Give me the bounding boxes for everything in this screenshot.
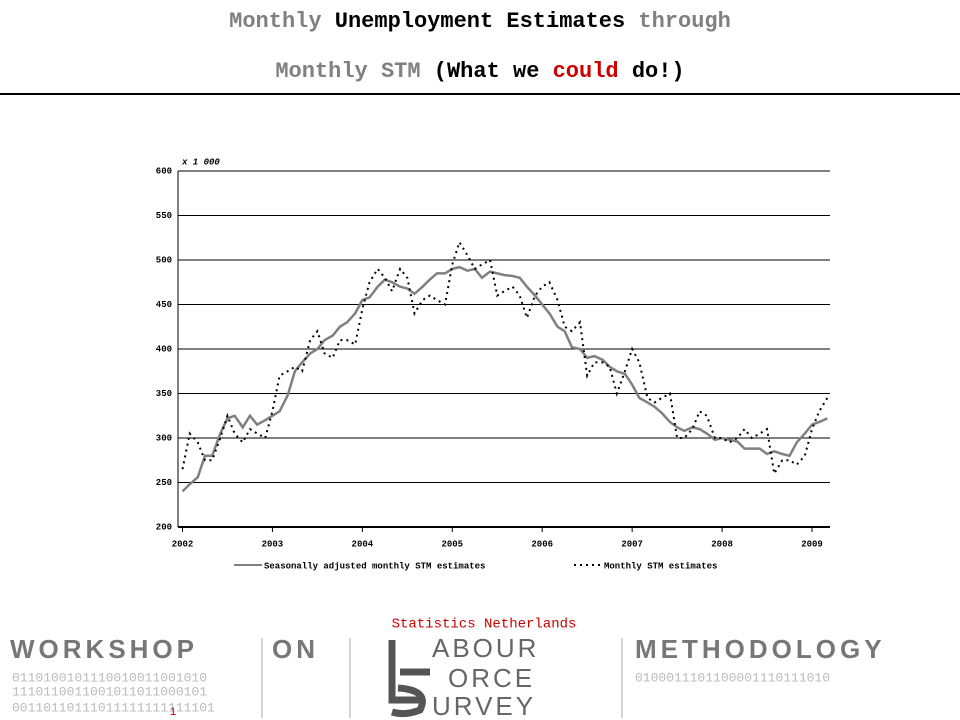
binary: 0110100101110010011001010 [12, 670, 207, 685]
y-tick-label: 400 [156, 344, 172, 354]
title-segment: Monthly STM [275, 59, 433, 84]
y-tick-label: 450 [156, 300, 172, 310]
title-segment: do!) [619, 59, 685, 84]
logo-text: URVEY [432, 691, 536, 720]
x-tick-label: 2005 [441, 539, 463, 549]
title-segment: could [553, 59, 619, 84]
x-tick-label: 2009 [801, 539, 823, 549]
y-tick-label: 500 [156, 255, 172, 265]
binary: 0100011101100001110111010 [635, 670, 830, 685]
x-tick-label: 2008 [711, 539, 733, 549]
y-tick-label: 350 [156, 389, 172, 399]
x-tick-label: 2006 [531, 539, 553, 549]
x-tick-label: 2007 [621, 539, 643, 549]
unit-label: x 1 000 [181, 157, 220, 167]
title-line: Monthly Unemployment Estimates through [229, 9, 731, 34]
title-segment: Unemployment Estimates [335, 9, 639, 34]
y-tick-label: 200 [156, 522, 172, 532]
y-tick-label: 250 [156, 478, 172, 488]
binary: 1110110011001011011000101 [12, 684, 207, 699]
title-segment: Monthly [229, 9, 335, 34]
source: Statistics Netherlands [392, 617, 577, 633]
logo-text: ABOUR [432, 633, 539, 663]
banner: WORKSHOP ON METHODOLOGY ABOUR ORCE URVEY… [10, 633, 886, 720]
logo-mark [388, 640, 430, 718]
banner-text: WORKSHOP [10, 634, 198, 664]
title-line: Monthly STM (What we could do!) [275, 59, 684, 84]
logo-text: ORCE [448, 663, 535, 693]
x-tick-label: 2004 [352, 539, 374, 549]
series-line [181, 239, 829, 477]
legend-label: Seasonally adjusted monthly STM estimate… [264, 561, 485, 571]
title-segment: (What we [434, 59, 553, 84]
page-number: 1 [170, 706, 176, 718]
x-tick-label: 2002 [172, 539, 194, 549]
x-tick-label: 2003 [262, 539, 284, 549]
legend-label: Monthly STM estimates [604, 561, 717, 571]
binary: 00110110111011111111111101 [12, 700, 215, 715]
banner-text: METHODOLOGY [635, 634, 886, 664]
banner-text: ON [272, 634, 319, 664]
y-tick-label: 300 [156, 433, 172, 443]
y-tick-label: 600 [156, 166, 172, 176]
title-segment: through [638, 9, 730, 34]
y-tick-label: 550 [156, 211, 172, 221]
